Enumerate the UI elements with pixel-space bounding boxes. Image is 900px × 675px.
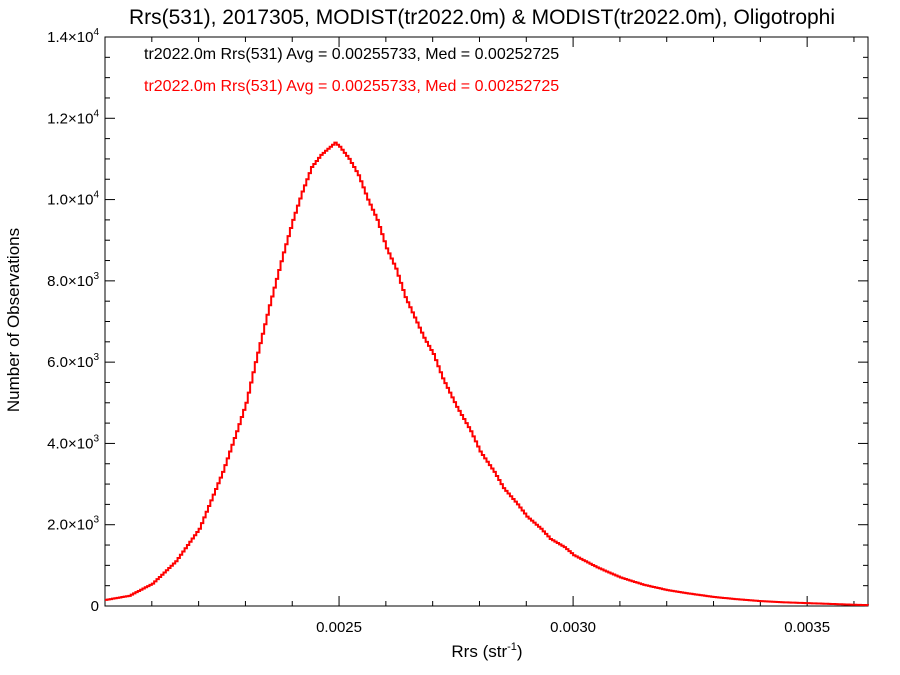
y-tick-label: 1.0×104: [47, 190, 99, 209]
series-lines: [105, 141, 869, 607]
x-tick-label: 0.0025: [316, 619, 362, 636]
legend-entry-red: tr2022.0m Rrs(531) Avg = 0.00255733, Med…: [144, 78, 559, 95]
y-tick-label: 1.2×104: [47, 108, 99, 127]
x-axis-label: Rrs (str-1): [451, 641, 522, 661]
y-tick-label: 2.0×103: [47, 515, 99, 534]
y-tick-label: 4.0×103: [47, 433, 99, 452]
y-axis-label: Number of Observations: [4, 228, 23, 412]
legend-entry-black: tr2022.0m Rrs(531) Avg = 0.00255733, Med…: [144, 46, 559, 63]
x-axis-label-sup: -1: [507, 641, 517, 653]
y-tick-label: 6.0×103: [47, 352, 99, 371]
x-axis-label-base: Rrs (str: [451, 642, 507, 661]
y-tick-label: 8.0×103: [47, 271, 99, 290]
x-tick-label: 0.0030: [550, 619, 596, 636]
y-axis-ticks: 0 2.0×103 4.0×103 6.0×103 8.0×103 1.0×104 1.2×…: [47, 27, 868, 615]
x-axis-label-close: ): [517, 642, 523, 661]
plot-frame: [104, 36, 869, 607]
series-line-0: [105, 141, 869, 607]
chart-title: Rrs(531), 2017305, MODIST(tr2022.0m) & M…: [129, 6, 835, 29]
plot-border: [104, 36, 869, 607]
x-axis-ticks: 0.0025 0.0030 0.0035: [104, 37, 855, 636]
y-tick-label: 1.4×104: [47, 27, 99, 46]
x-tick-label: 0.0035: [784, 619, 830, 636]
y-tick-label: 0: [91, 598, 99, 615]
legend: tr2022.0m Rrs(531) Avg = 0.00255733, Med…: [144, 46, 559, 95]
